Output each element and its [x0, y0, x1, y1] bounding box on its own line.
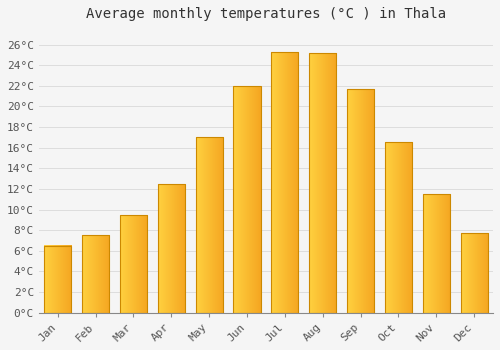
Bar [309, 53, 336, 313]
Bar [271, 52, 298, 313]
Bar [44, 246, 72, 313]
Bar [347, 89, 374, 313]
Bar [460, 233, 488, 313]
Bar [422, 194, 450, 313]
Bar [196, 137, 223, 313]
Bar [82, 235, 109, 313]
Title: Average monthly temperatures (°C ) in Thala: Average monthly temperatures (°C ) in Th… [86, 7, 446, 21]
Bar [158, 184, 185, 313]
Bar [385, 142, 412, 313]
Bar [120, 215, 147, 313]
Bar [234, 86, 260, 313]
